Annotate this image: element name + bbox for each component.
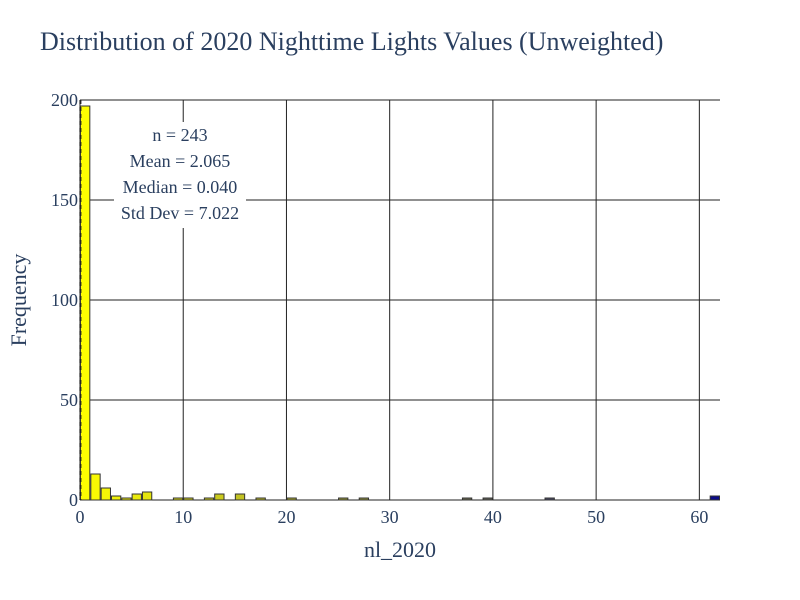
histogram-bar — [255, 497, 266, 501]
x-tick-label: 50 — [587, 507, 605, 527]
histogram-bar — [482, 497, 493, 501]
x-axis-title: nl_2020 — [364, 537, 436, 562]
stats-line: Median = 0.040 — [123, 177, 238, 197]
stats-line: Mean = 2.065 — [130, 151, 231, 171]
histogram-bar — [358, 497, 370, 501]
histogram-bar — [100, 487, 111, 501]
y-tick-label: 100 — [51, 290, 78, 310]
y-tick-label: 50 — [60, 390, 78, 410]
histogram-bar — [214, 493, 225, 501]
histogram-bar — [121, 497, 132, 501]
y-axis-title: Frequency — [6, 254, 31, 347]
x-tick-label: 0 — [76, 507, 85, 527]
stats-line: n = 243 — [152, 125, 207, 145]
stats-line: Std Dev = 7.022 — [121, 203, 239, 223]
histogram-bar — [110, 495, 122, 501]
stats-background — [114, 122, 246, 228]
histogram-bar — [141, 491, 153, 501]
histogram-bar — [183, 497, 194, 501]
histogram-bar — [234, 493, 246, 501]
histogram-bar — [203, 497, 215, 501]
histogram-bar — [286, 497, 297, 501]
histogram-bar — [90, 473, 101, 501]
chart-title: Distribution of 2020 Nighttime Lights Va… — [40, 27, 663, 56]
x-tick-label: 20 — [277, 507, 295, 527]
y-tick-label: 0 — [69, 490, 78, 510]
histogram-bar — [80, 105, 91, 501]
histogram-bar — [544, 497, 555, 501]
x-axis-ticks: 0 10 20 30 40 50 60 — [76, 507, 709, 527]
y-axis-ticks: 0 50 100 150 200 — [51, 90, 78, 510]
histogram-bar — [338, 497, 349, 501]
x-tick-label: 10 — [174, 507, 192, 527]
x-tick-label: 40 — [484, 507, 502, 527]
histogram-bar — [709, 495, 721, 501]
histogram-bar — [172, 497, 184, 501]
x-tick-label: 60 — [690, 507, 708, 527]
histogram-bar — [131, 493, 142, 501]
stats-annotation: n = 243 Mean = 2.065 Median = 0.040 Std Dev… — [114, 122, 246, 228]
x-tick-label: 30 — [381, 507, 399, 527]
y-tick-label: 200 — [51, 90, 78, 110]
y-tick-label: 150 — [51, 190, 78, 210]
histogram-bar — [461, 497, 473, 501]
